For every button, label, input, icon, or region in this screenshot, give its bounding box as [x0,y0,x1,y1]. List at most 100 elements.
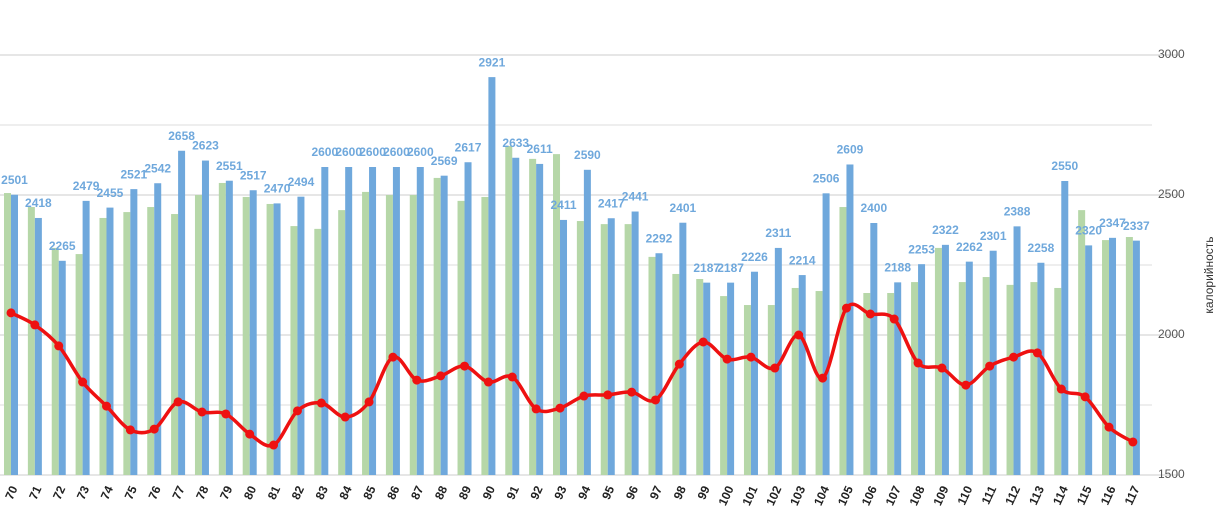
line-point [412,375,422,385]
x-tick-label: 89 [456,483,474,501]
value-label: 2623 [192,139,219,153]
value-label: 2611 [527,142,553,156]
bar [648,256,656,475]
bar [703,282,711,475]
bar [679,222,687,475]
value-label: 2470 [264,182,291,196]
line-point [460,361,470,371]
x-tick-label: 99 [694,483,712,501]
bar [11,194,18,475]
value-label: 2418 [25,196,52,210]
bar [194,195,202,475]
y-tick-label: 3000 [1158,47,1185,61]
bar [655,253,663,475]
bar [815,291,823,475]
bar [392,167,400,475]
line-point [507,372,517,382]
bar [1006,284,1014,475]
value-label: 2441 [622,190,649,204]
bar [433,177,441,476]
x-tick-label: 111 [979,483,1000,506]
line-point [436,371,446,381]
line-point [961,380,971,390]
x-tick-label: 104 [811,483,832,507]
line-point [6,308,16,318]
bar [82,200,90,475]
value-label: 2600 [311,145,338,159]
x-tick-label: 93 [551,483,569,501]
line-point [985,361,995,371]
bar [894,282,902,475]
x-tick-label: 72 [50,483,68,501]
x-tick-label: 113 [1026,483,1047,507]
x-tick-label: 80 [241,483,259,501]
bar [266,203,274,475]
bar [130,189,138,475]
value-label: 2253 [908,242,935,256]
x-tick-label: 110 [955,483,976,507]
bar [464,162,472,476]
bar [345,167,353,475]
value-label: 2506 [813,171,840,185]
x-tick-label: 74 [98,483,116,501]
line-point [531,404,541,414]
x-tick-label: 103 [787,483,808,507]
bar [918,264,926,475]
line-point [316,398,326,408]
bar [887,293,895,475]
value-label: 2633 [502,136,529,150]
value-label: 2258 [1028,241,1055,255]
x-tick-label: 92 [527,483,545,501]
line-point [1080,392,1090,402]
line-point [1056,384,1066,394]
value-label: 2400 [860,201,887,215]
bar [791,287,799,475]
bar [171,214,179,476]
bar [941,244,949,475]
line-point [340,412,350,422]
bar [774,247,782,475]
value-label: 2550 [1051,159,1078,173]
y-axis-label: калорийность [1202,236,1216,313]
x-tick-label: 97 [647,483,665,501]
bar [1078,210,1086,475]
line-point [841,303,851,313]
x-tick-label: 90 [480,483,498,501]
bar [1132,240,1140,475]
bar [273,203,281,475]
value-label: 2501 [1,173,28,187]
line-point [579,391,589,401]
x-tick-label: 106 [859,483,880,507]
line-point [245,429,255,439]
line-point [650,395,660,405]
line-point [101,401,111,411]
x-tick-label: 88 [432,483,450,501]
value-label: 2600 [407,145,434,159]
bar [672,273,680,475]
value-label: 2617 [455,140,482,154]
bar [225,180,233,475]
line-point [1009,352,1019,362]
bar [218,182,226,475]
bar [696,279,704,475]
x-tick-label: 82 [289,483,307,501]
value-label: 2322 [932,223,959,237]
bar [743,305,751,475]
bar [123,212,131,475]
bar [965,261,973,475]
bar [720,296,728,475]
x-tick-label: 114 [1050,483,1071,507]
value-label: 2921 [479,55,506,69]
x-tick-label: 91 [504,483,522,501]
value-label: 2347 [1099,216,1126,230]
line-point [388,352,398,362]
bar [576,221,584,475]
line-point [746,352,756,362]
line-point [722,354,732,364]
line-point [54,341,64,351]
x-tick-label: 70 [2,483,20,501]
line-point [555,403,565,413]
value-label: 2517 [240,168,267,182]
value-label: 2600 [383,145,410,159]
bar [27,207,35,476]
